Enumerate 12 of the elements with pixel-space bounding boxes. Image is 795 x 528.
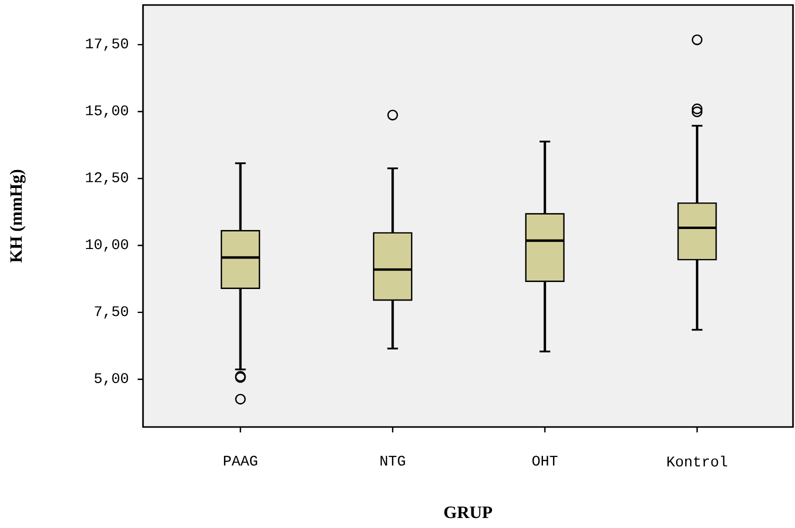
x-tick-label: NTG	[380, 456, 405, 466]
y-tick-label: 12,50	[86, 172, 128, 185]
x-tick-label: OHT	[532, 456, 558, 466]
y-tick-label: 15,00	[86, 105, 128, 118]
y-axis-title: KH (mmHg)	[10, 170, 26, 263]
x-tick-label: Kontrol	[667, 456, 728, 466]
x-tick-label: PAAG	[224, 456, 258, 466]
y-tick-label: 10,00	[86, 239, 128, 252]
y-tick-label: 7,50	[94, 306, 128, 319]
y-tick-label: 5,00	[94, 373, 128, 386]
x-axis-title: GRUP	[444, 506, 492, 518]
y-tick-label: 17,50	[86, 38, 128, 51]
